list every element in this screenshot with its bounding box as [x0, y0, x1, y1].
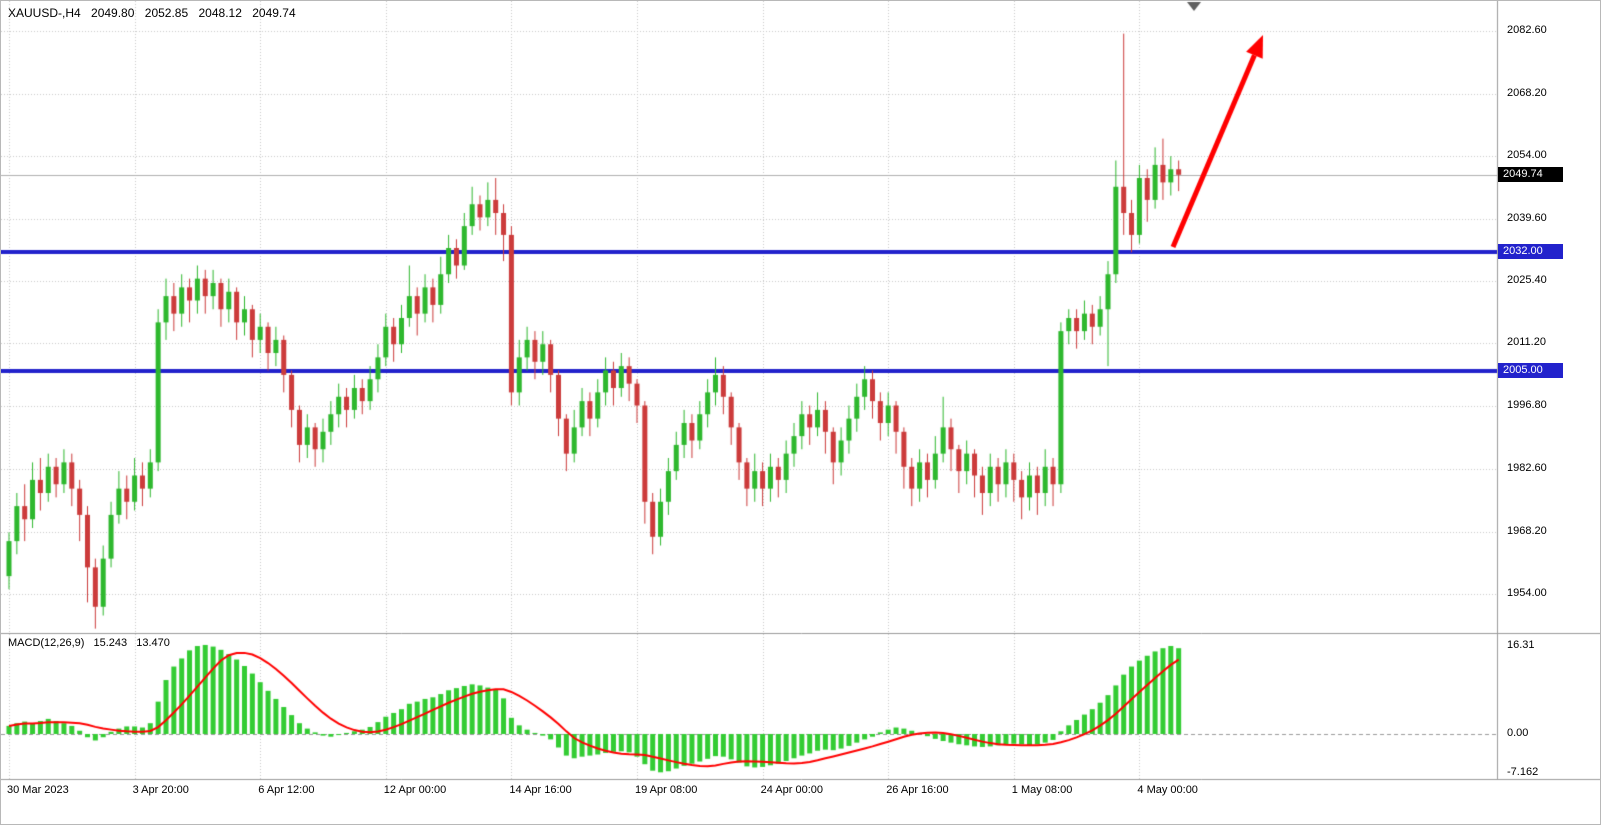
price-axis[interactable]: [1498, 1, 1600, 779]
high-value: 2052.85: [144, 6, 189, 20]
price-axis-label: 2039.60: [1507, 212, 1547, 225]
time-axis-label: 26 Apr 16:00: [886, 784, 949, 796]
current-price-tag: 2049.74: [1498, 166, 1563, 182]
support-line-price-tag: 2005.00: [1498, 362, 1563, 378]
time-axis-label: 30 Mar 2023: [7, 784, 69, 796]
macd-axis-label: 0.00: [1507, 727, 1529, 739]
time-axis-label: 4 May 00:00: [1137, 784, 1198, 796]
time-axis-label: 6 Apr 12:00: [258, 784, 315, 796]
price-axis-label: 1968.20: [1507, 524, 1547, 537]
symbol-timeframe-label: XAUUSD-,H4: [8, 6, 81, 20]
open-value: 2049.80: [91, 6, 135, 20]
time-axis-label: 19 Apr 08:00: [635, 784, 698, 796]
time-axis-label: 1 May 08:00: [1011, 784, 1073, 796]
macd-indicator-header: MACD(12,26,9) 15.243 13.470: [8, 637, 176, 649]
price-axis-label: 2068.20: [1507, 87, 1547, 99]
close-value: 2049.74: [252, 6, 296, 20]
price-axis-label: 1982.60: [1507, 461, 1547, 474]
price-axis-label: 1954.00: [1507, 586, 1547, 599]
time-axis-label: 24 Apr 00:00: [760, 784, 823, 796]
macd-indicator-title: MACD(12,26,9): [8, 637, 85, 649]
low-value: 2048.12: [198, 6, 242, 20]
time-axis-label: 14 Apr 16:00: [509, 784, 572, 796]
time-axis-label: 3 Apr 20:00: [132, 784, 189, 796]
macd-main-value: 15.243: [93, 637, 128, 649]
chart-ohlc-header: XAUUSD-,H4 2049.80 2052.85 2048.12 2049.…: [8, 6, 303, 20]
price-axis-label: 2011.20: [1507, 336, 1546, 349]
price-axis-label: 2082.60: [1507, 24, 1547, 36]
macd-signal-value: 13.470: [136, 637, 170, 649]
price-axis-label: 1996.80: [1507, 399, 1547, 412]
macd-axis-label: 16.31: [1507, 638, 1535, 651]
price-axis-label: 2025.40: [1507, 274, 1547, 287]
macd-axis-label: -7.162: [1507, 765, 1539, 778]
time-axis-label: 12 Apr 00:00: [383, 784, 447, 796]
resistance-line-price-tag: 2032.00: [1498, 244, 1563, 260]
price-axis-label: 2054.00: [1507, 149, 1547, 162]
